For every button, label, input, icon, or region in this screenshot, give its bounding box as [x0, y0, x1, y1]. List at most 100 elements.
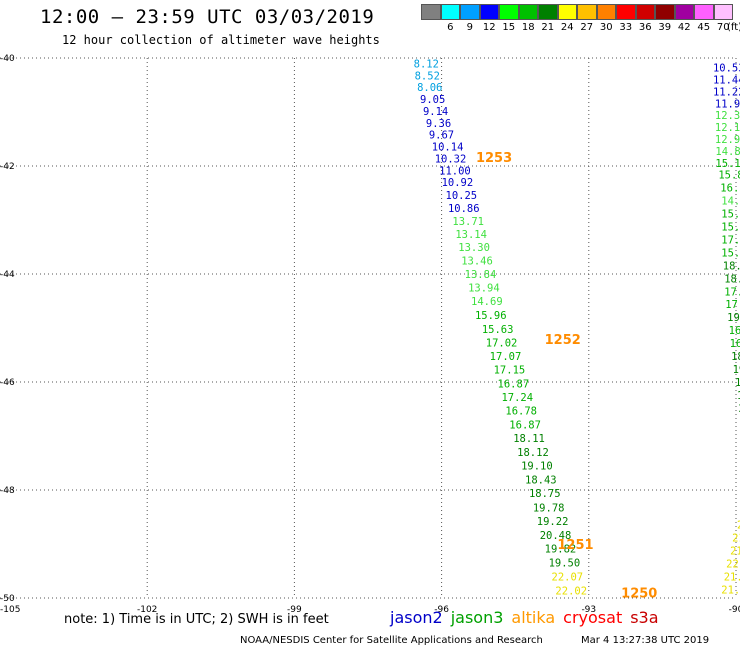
wave-height-label: 17.15: [494, 365, 526, 377]
wave-height-label: 16.41: [730, 338, 740, 350]
legend-label: 39: [658, 22, 672, 33]
wave-height-label: 15.96: [475, 310, 507, 322]
satellite-legend-item: cryosat: [563, 608, 623, 627]
legend-swatch: [674, 4, 694, 20]
y-tick-label: -42: [0, 162, 15, 172]
pass-number-label: 1252: [545, 333, 581, 348]
wave-height-label: 18.32: [723, 260, 740, 272]
wave-height-label: 19.6: [735, 377, 740, 389]
wave-height-label: 19.59: [733, 364, 740, 376]
wave-height-label: 15.88: [718, 170, 740, 182]
y-tick-label: -48: [0, 486, 15, 496]
legend-swatch: [499, 4, 519, 20]
x-tick-label: -102: [137, 605, 157, 615]
wave-height-label: 17.24: [501, 392, 533, 404]
wave-height-label: 11.00: [439, 165, 471, 177]
satellite-legend: jason2 jason3 altika cryosat s3a: [390, 608, 667, 627]
wave-height-label: 18.11: [513, 433, 545, 445]
wave-height-label: 19.22: [537, 516, 569, 528]
wave-height-label: 12.10: [715, 122, 740, 134]
wave-height-label: 21.0: [737, 520, 740, 532]
wave-height-label: 15.63: [482, 324, 514, 336]
legend-label: 33: [619, 22, 633, 33]
wave-height-label: 20.48: [540, 530, 572, 542]
wave-height-label: 19.50: [549, 557, 581, 569]
wave-height-label: 18.12: [517, 447, 549, 459]
legend-swatch: [479, 4, 499, 20]
legend-label: 27: [580, 22, 594, 33]
y-tick-label: -40: [0, 54, 15, 64]
wave-height-label: 22.46: [726, 558, 740, 570]
wave-height-label: 16.87: [498, 379, 530, 391]
legend-label: 21: [541, 22, 555, 33]
wave-height-label: 13.84: [465, 269, 497, 281]
wave-height-label: 10.86: [448, 203, 480, 215]
satellite-legend-item: jason3: [450, 608, 504, 627]
wave-height-label: 15.53: [721, 209, 740, 221]
wave-height-label: 20.: [738, 403, 740, 415]
wave-height-label: 13.14: [455, 229, 487, 241]
wave-height-label: 10.14: [432, 142, 464, 154]
pass-number-label: 1253: [476, 151, 512, 166]
legend-swatch: [518, 4, 538, 20]
satellite-legend-item: s3a: [630, 608, 659, 627]
wave-height-label: 8.12: [414, 58, 439, 70]
color-scale-legend: 6 9 12 15 18 21 24 27 30 33 36 39 42 45 70(ft): [421, 4, 740, 36]
pass-number-label: 1251: [557, 538, 593, 553]
wave-height-label: 8.52: [415, 70, 440, 82]
legend-label: 42: [677, 22, 691, 33]
wave-height-label: 21.54: [730, 545, 740, 557]
altimeter-track-west: 8.128.528.069.059.149.369.6710.1410.3211…: [414, 58, 587, 597]
wave-height-label: 13.46: [461, 256, 493, 268]
legend-swatch: [635, 4, 655, 20]
legend-label: 24: [560, 22, 574, 33]
footer-credit: NOAA/NESDIS Center for Satellite Applica…: [240, 635, 543, 646]
wave-height-label: 17.09: [721, 234, 740, 246]
page-title: 12:00 – 23:59 UTC 03/03/2019: [40, 6, 375, 28]
wave-height-label: 14.81: [715, 146, 740, 158]
page-subtitle: 12 hour collection of altimeter wave hei…: [62, 33, 380, 47]
wave-height-label: 16.52: [720, 183, 740, 195]
wave-height-label: 17.82: [724, 286, 740, 298]
satellite-legend-item: altika: [511, 608, 556, 627]
wave-height-label: 9.05: [420, 94, 445, 106]
wave-height-label: 9.67: [429, 130, 454, 142]
wave-height-label: 13.94: [468, 283, 500, 295]
wave-height-label: 14.69: [471, 296, 503, 308]
wave-height-label: 18.43: [525, 475, 557, 487]
legend-unit: (ft): [727, 22, 740, 33]
wave-height-label: 17.02: [486, 338, 518, 350]
wave-height-label: 15.68: [721, 247, 740, 259]
map-grid: [0, 57, 737, 599]
wave-height-label: 21.27: [721, 584, 740, 596]
legend-swatch: [460, 4, 480, 20]
wave-height-label: 8.06: [417, 82, 442, 94]
wave-height-label: 18.58: [724, 273, 740, 285]
wave-height-label: 15.85: [721, 221, 740, 233]
legend-swatch: [713, 4, 733, 20]
wave-height-label: 17.96: [725, 299, 740, 311]
wave-height-label: 21.38: [732, 533, 740, 545]
note-text: note: 1) Time is in UTC; 2) SWH is in fe…: [64, 612, 329, 627]
wave-height-label: 18.75: [529, 488, 561, 500]
legend-swatch: [557, 4, 577, 20]
wave-height-label: 11.22: [713, 86, 740, 98]
wave-height-label: 12.96: [715, 134, 740, 146]
wave-height-label: 10.92: [442, 177, 474, 189]
wave-height-label: 16.78: [505, 406, 537, 418]
wave-height-label: 17.07: [490, 351, 522, 363]
legend-label: 45: [697, 22, 711, 33]
legend-swatch: [616, 4, 636, 20]
x-tick-label: -90: [729, 605, 740, 615]
footer-timestamp: Mar 4 13:27:38 UTC 2019: [581, 635, 710, 646]
wave-height-label: 19.82: [545, 543, 577, 555]
wave-height-label: 22.02: [555, 585, 587, 597]
wave-height-label: 22.07: [552, 571, 584, 583]
y-tick-label: -50: [0, 594, 15, 604]
legend-swatch: [596, 4, 616, 20]
wave-height-label: 11.44: [713, 75, 740, 87]
wave-height-label: 14.96: [721, 196, 740, 208]
wave-height-label: 10.32: [435, 153, 467, 165]
legend-label: 15: [502, 22, 516, 33]
